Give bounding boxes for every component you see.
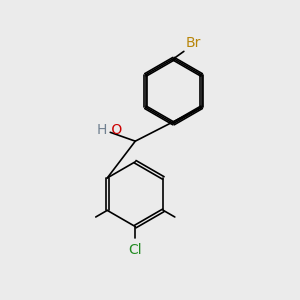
Text: Cl: Cl [128,243,142,257]
Text: O: O [107,123,122,137]
Text: Br: Br [185,36,201,50]
Text: H: H [96,123,107,137]
